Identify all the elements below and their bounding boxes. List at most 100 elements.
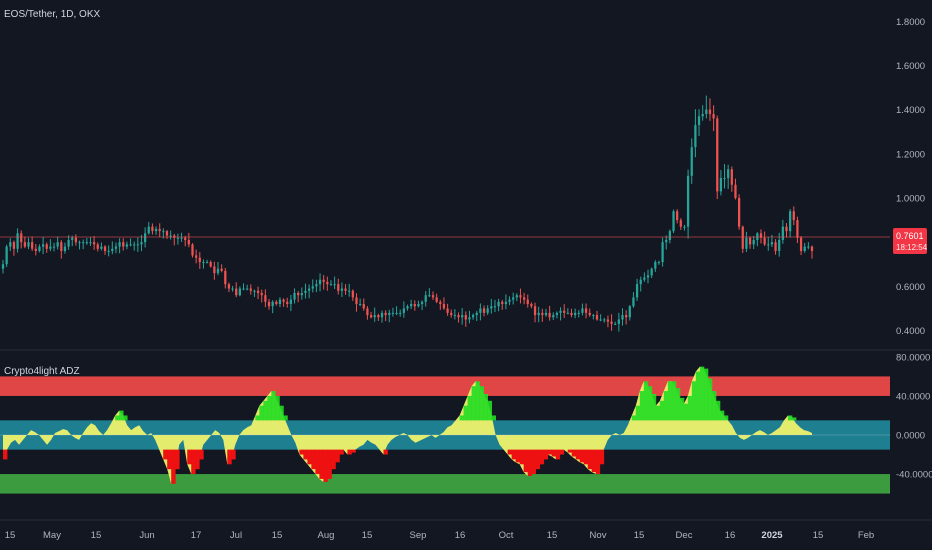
candle-body xyxy=(293,292,296,300)
candle-body xyxy=(49,246,52,249)
osc-red-segment xyxy=(191,449,196,475)
candle-body xyxy=(202,262,205,264)
osc-red-segment xyxy=(311,449,316,470)
osc-green-segment xyxy=(699,366,705,421)
osc-red-segment xyxy=(579,449,585,463)
candle-body xyxy=(796,220,799,238)
osc-red-segment xyxy=(519,449,525,465)
candle-body xyxy=(563,310,566,313)
candle-body xyxy=(340,288,344,291)
osc-green-segment xyxy=(655,405,661,421)
candle-body xyxy=(307,288,311,291)
osc-green-segment xyxy=(707,378,713,421)
candle-body xyxy=(533,306,537,316)
osc-green-segment xyxy=(467,395,472,421)
candle-body xyxy=(169,235,172,237)
candle-body xyxy=(508,299,511,302)
candle-body xyxy=(464,315,467,320)
candle-body xyxy=(125,244,129,247)
osc-green-segment xyxy=(631,415,637,421)
osc-green-segment xyxy=(487,400,493,421)
candle-body xyxy=(165,231,169,236)
candle-body xyxy=(727,169,730,179)
candle-body xyxy=(358,304,362,306)
candle-body xyxy=(220,268,223,271)
candle-body xyxy=(756,233,759,240)
osc-green-segment xyxy=(719,410,725,421)
candle-body xyxy=(668,231,672,240)
candle-body xyxy=(38,246,41,252)
candle-body xyxy=(333,284,336,286)
candle-body xyxy=(803,246,806,252)
osc-red-segment xyxy=(323,449,328,482)
osc-red-segment xyxy=(507,449,513,455)
candle-body xyxy=(31,242,34,249)
candle-body xyxy=(577,312,580,314)
osc-green-segment xyxy=(691,381,697,421)
osc-red-segment xyxy=(595,449,601,475)
candle-body xyxy=(482,308,486,313)
osc-red-segment xyxy=(555,449,561,460)
candle-body xyxy=(23,242,26,247)
candle-body xyxy=(133,244,136,246)
candle-body xyxy=(366,308,369,316)
zone-band-teal-lower xyxy=(0,435,890,450)
zone-band-red xyxy=(0,376,890,396)
candle-body xyxy=(9,242,12,247)
candle-body xyxy=(424,295,427,302)
indicator-title: Crypto4light ADZ xyxy=(4,366,80,377)
osc-green-segment xyxy=(115,415,120,421)
osc-red-segment xyxy=(583,449,589,465)
price-tick-label: 0.4000 xyxy=(896,326,925,337)
candle-body xyxy=(643,277,646,280)
candle-body xyxy=(650,268,653,276)
osc-red-segment xyxy=(523,449,529,473)
candle-body xyxy=(519,295,522,298)
time-tick-label: Sep xyxy=(410,530,427,541)
osc-green-segment xyxy=(711,391,717,421)
osc-red-segment xyxy=(175,449,180,470)
osc-red-segment xyxy=(547,449,553,455)
candle-body xyxy=(184,237,187,240)
candle-body xyxy=(154,228,158,232)
candle-body xyxy=(471,315,475,318)
candle-body xyxy=(530,304,533,307)
candle-body xyxy=(537,312,540,316)
candle-body xyxy=(672,211,675,232)
osc-red-segment xyxy=(299,449,304,455)
candle-body xyxy=(213,266,216,274)
candle-body xyxy=(632,297,635,307)
candle-body xyxy=(479,308,482,313)
candle-body xyxy=(136,244,139,246)
osc-green-segment xyxy=(459,415,464,421)
candle-body xyxy=(541,312,544,316)
candle-body xyxy=(705,109,708,115)
candle-body xyxy=(676,211,679,221)
osc-green-segment xyxy=(791,417,797,421)
candle-body xyxy=(745,237,748,249)
candle-body xyxy=(592,315,595,317)
candle-body xyxy=(581,308,584,313)
candle-body xyxy=(34,248,37,252)
osc-red-segment xyxy=(511,449,517,460)
time-tick-label: 15 xyxy=(813,530,824,541)
candle-body xyxy=(435,297,438,302)
osc-green-segment xyxy=(663,391,669,421)
candle-body xyxy=(242,288,245,290)
osc-green-segment xyxy=(659,400,665,421)
osc-green-segment xyxy=(463,405,468,421)
osc-green-segment xyxy=(687,395,693,421)
candle-body xyxy=(344,288,347,291)
price-tick-label: 1.6000 xyxy=(896,61,925,72)
candle-body xyxy=(552,315,555,318)
candle-body xyxy=(439,301,442,305)
candle-body xyxy=(198,257,201,263)
osc-red-segment xyxy=(227,449,232,465)
candle-body xyxy=(654,262,657,269)
candle-body xyxy=(490,306,493,309)
candle-body xyxy=(712,114,715,119)
osc-red-segment xyxy=(327,449,332,479)
candle-body xyxy=(683,226,686,228)
time-tick-label: 15 xyxy=(91,530,102,541)
